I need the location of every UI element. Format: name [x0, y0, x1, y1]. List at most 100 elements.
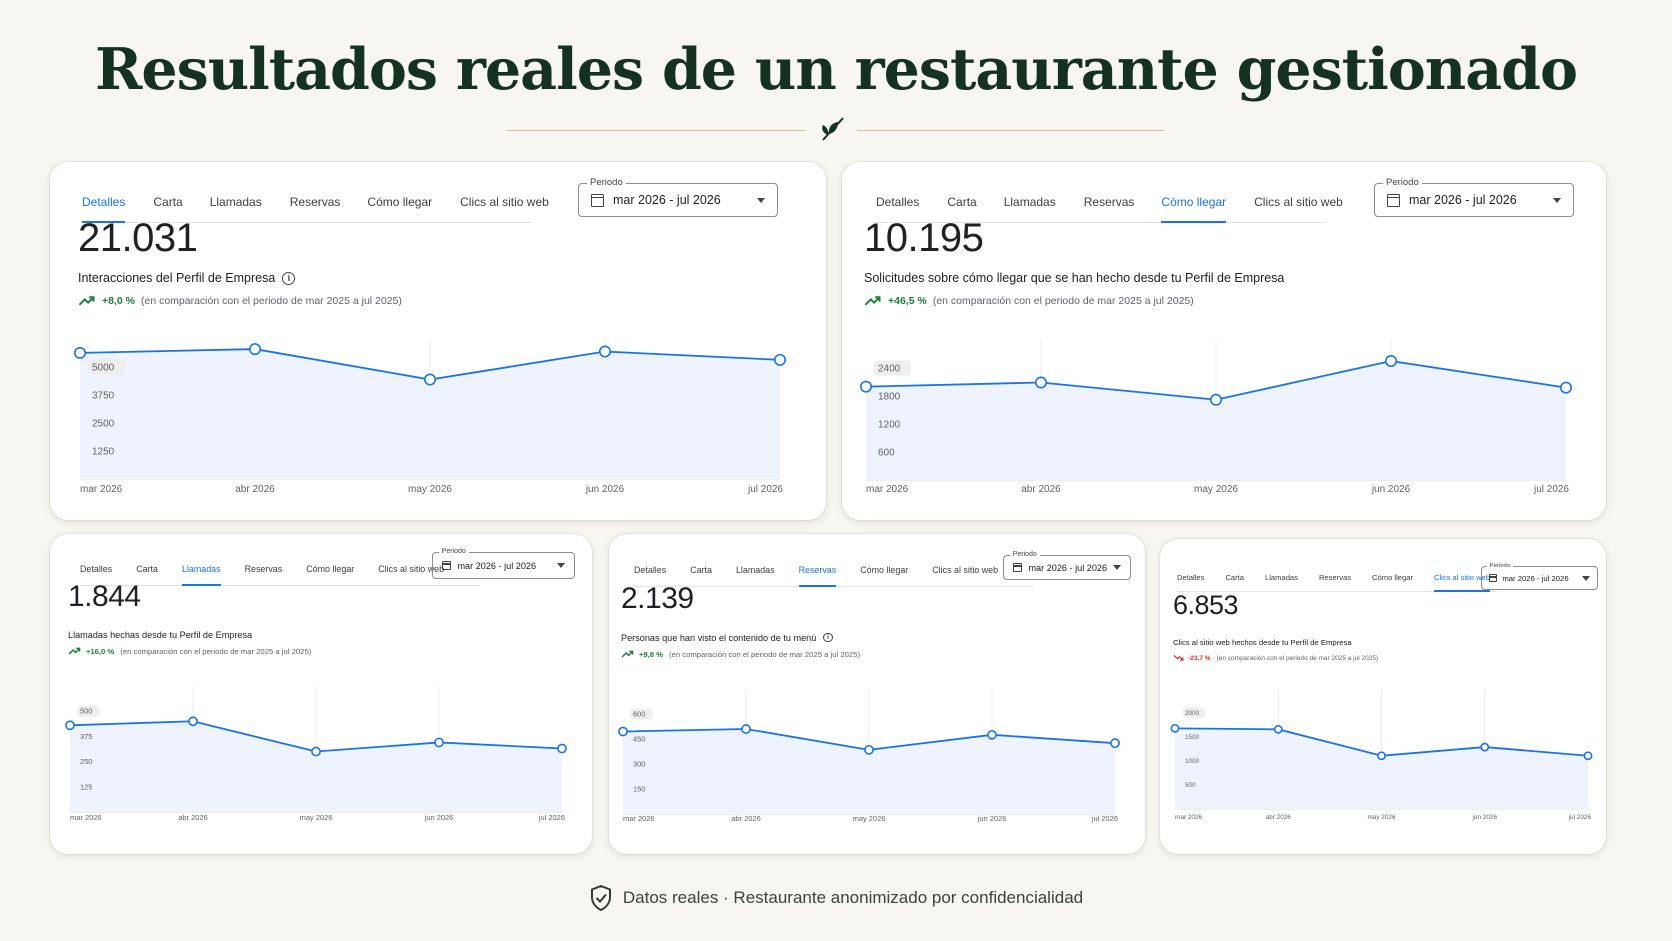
- period-select[interactable]: Periodo mar 2026 - jul 2026: [1481, 562, 1598, 590]
- metric-tabs: Detalles Carta Llamadas Reservas Cómo llegar…: [634, 559, 1034, 587]
- period-select[interactable]: Periodo mar 2026 - jul 2026: [432, 547, 575, 579]
- tab-detalles[interactable]: Detalles: [1177, 572, 1205, 582]
- data-point[interactable]: [1209, 393, 1222, 406]
- metric-description-text: Solicitudes sobre cómo llegar que se han…: [864, 271, 1285, 285]
- tab-carta[interactable]: Carta: [690, 565, 712, 576]
- tab-llamadas[interactable]: Llamadas: [735, 565, 775, 576]
- info-icon[interactable]: i: [823, 632, 833, 643]
- data-point[interactable]: [859, 380, 872, 393]
- tab-llamadas[interactable]: Llamadas: [1003, 195, 1056, 209]
- metric-card: Detalles Carta Llamadas Reservas Cómo llegar…: [609, 534, 1145, 854]
- data-point[interactable]: [1377, 751, 1386, 761]
- data-point[interactable]: [773, 353, 786, 366]
- x-tick-label: abr 2026: [178, 813, 208, 822]
- chevron-down-icon: [1113, 565, 1122, 570]
- tab-como-llegar[interactable]: Cómo llegar: [1372, 572, 1413, 582]
- tab-llamadas[interactable]: Llamadas: [209, 195, 262, 209]
- data-point[interactable]: [1480, 742, 1490, 752]
- y-tick-label: 600: [878, 448, 895, 459]
- tab-como-llegar[interactable]: Cómo llegar: [306, 564, 355, 575]
- data-point[interactable]: [311, 746, 321, 757]
- data-point[interactable]: [864, 744, 874, 755]
- tab-carta[interactable]: Carta: [1225, 572, 1245, 582]
- period-value: mar 2026 - jul 2026: [613, 193, 721, 207]
- y-tick-label: 150: [633, 785, 645, 794]
- period-value: mar 2026 - jul 2026: [1028, 562, 1108, 573]
- data-point[interactable]: [249, 343, 262, 356]
- tab-como-llegar[interactable]: Cómo llegar: [1161, 187, 1226, 223]
- title-divider-right: [857, 130, 1164, 131]
- tab-reservas[interactable]: Reservas: [798, 559, 836, 586]
- metric-value: 21.031: [78, 216, 198, 260]
- data-point[interactable]: [423, 373, 436, 386]
- tab-clics-sitio-web[interactable]: Clics al sitio web: [378, 564, 445, 575]
- x-tick-label: abr 2026: [731, 814, 761, 823]
- y-tick-label: 1800: [878, 392, 901, 403]
- tab-clics-sitio-web[interactable]: Clics al sitio web: [1433, 567, 1491, 592]
- y-tick-highlight: [77, 705, 100, 717]
- data-point[interactable]: [1170, 723, 1180, 733]
- data-point[interactable]: [598, 345, 611, 358]
- chevron-down-icon: [557, 563, 566, 568]
- footer: Datos reales · Restaurante anonimizado p…: [0, 884, 1672, 912]
- data-point[interactable]: [434, 737, 444, 748]
- tab-clics-sitio-web[interactable]: Clics al sitio web: [460, 195, 549, 209]
- metric-change: -23,7 % (en comparación con el periodo de…: [1173, 654, 1378, 662]
- data-point[interactable]: [1035, 376, 1048, 389]
- comparison-text: (en comparación con el periodo de mar 20…: [140, 294, 402, 307]
- change-percent: +46,5 %: [888, 294, 927, 307]
- x-tick-label: may 2026: [1194, 484, 1238, 495]
- chevron-down-icon: [1581, 575, 1590, 581]
- metric-value: 6.853: [1173, 590, 1239, 621]
- tab-carta[interactable]: Carta: [136, 564, 158, 575]
- period-select[interactable]: Periodo mar 2026 - jul 2026: [1374, 177, 1574, 217]
- data-point[interactable]: [1110, 738, 1120, 749]
- metric-value: 10.195: [864, 216, 984, 260]
- calendar-icon: [441, 560, 451, 571]
- data-point[interactable]: [65, 720, 75, 731]
- x-tick-label: mar 2026: [866, 484, 909, 495]
- x-tick-label: jul 2026: [1091, 814, 1118, 823]
- data-point[interactable]: [1559, 381, 1572, 394]
- data-point[interactable]: [618, 726, 628, 737]
- tab-clics-sitio-web[interactable]: Clics al sitio web: [932, 565, 999, 576]
- period-select[interactable]: Periodo mar 2026 - jul 2026: [578, 177, 778, 217]
- tab-carta[interactable]: Carta: [153, 195, 183, 209]
- data-point[interactable]: [987, 729, 997, 740]
- tab-llamadas[interactable]: Llamadas: [181, 558, 221, 585]
- tab-reservas[interactable]: Reservas: [289, 195, 341, 209]
- tab-detalles[interactable]: Detalles: [634, 565, 667, 576]
- tab-reservas[interactable]: Reservas: [244, 564, 283, 575]
- tab-como-llegar[interactable]: Cómo llegar: [860, 565, 909, 576]
- tab-detalles[interactable]: Detalles: [82, 187, 126, 223]
- data-point[interactable]: [188, 716, 198, 727]
- data-point[interactable]: [1583, 751, 1593, 761]
- tab-como-llegar[interactable]: Cómo llegar: [367, 195, 433, 209]
- y-tick-label: 125: [80, 782, 92, 791]
- tab-detalles[interactable]: Detalles: [80, 564, 113, 575]
- metric-change: +8,0 % (en comparación con el periodo de …: [78, 294, 402, 307]
- data-point[interactable]: [1384, 355, 1397, 368]
- change-percent: +16,0 %: [85, 646, 115, 656]
- data-point[interactable]: [741, 724, 751, 734]
- line-chart: 600 450 300 150 mar 2026 abr 2026 may 2026 jun …: [618, 689, 1120, 823]
- data-point[interactable]: [557, 743, 567, 754]
- tab-clics-sitio-web[interactable]: Clics al sitio web: [1254, 195, 1343, 209]
- tab-detalles[interactable]: Detalles: [876, 195, 920, 209]
- comparison-text: (en comparación con el periodo de mar 20…: [932, 294, 1194, 307]
- period-select[interactable]: Periodo mar 2026 - jul 2026: [1003, 550, 1131, 580]
- chart-area: [80, 349, 780, 479]
- metric-tabs: Detalles Carta Llamadas Reservas Cómo llegar…: [80, 558, 480, 586]
- tab-reservas[interactable]: Reservas: [1318, 572, 1352, 582]
- metric-description: Llamadas hechas desde tu Perfil de Empre…: [68, 630, 252, 640]
- tab-reservas[interactable]: Reservas: [1083, 195, 1135, 209]
- data-point[interactable]: [1273, 724, 1283, 734]
- tab-llamadas[interactable]: Llamadas: [1265, 572, 1298, 582]
- chart-area: [866, 361, 1566, 480]
- metric-card: Detalles Carta Llamadas Reservas Cómo llegar…: [1160, 539, 1606, 854]
- data-point[interactable]: [73, 346, 86, 359]
- info-icon[interactable]: i: [282, 271, 296, 285]
- metric-tabs: Detalles Carta Llamadas Reservas Cómo llegar…: [1177, 567, 1497, 592]
- tab-carta[interactable]: Carta: [947, 195, 977, 209]
- chevron-down-icon: [1553, 197, 1561, 203]
